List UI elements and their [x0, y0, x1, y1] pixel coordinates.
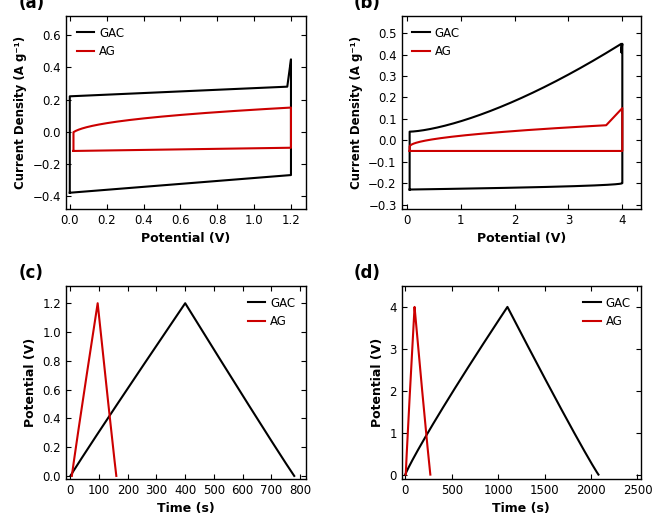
- AG: [72, 442, 80, 448]
- Line: AG: AG: [73, 107, 291, 151]
- GAC: [218, 359, 226, 365]
- AG: [194, 146, 202, 152]
- GAC: [529, 352, 537, 358]
- GAC: [569, 428, 577, 435]
- AG: [406, 148, 414, 154]
- GAC: [107, 410, 115, 417]
- GAC: [414, 447, 422, 453]
- Line: GAC: GAC: [71, 303, 294, 476]
- AG: [196, 110, 204, 117]
- AG: [509, 148, 517, 154]
- X-axis label: Time (s): Time (s): [492, 502, 550, 515]
- GAC: [290, 473, 298, 479]
- Text: (b): (b): [354, 0, 381, 12]
- AG: [69, 148, 77, 154]
- Y-axis label: Potential (V): Potential (V): [24, 338, 37, 427]
- GAC: [67, 473, 75, 479]
- GAC: [618, 40, 626, 47]
- AG: [94, 300, 102, 306]
- AG: [69, 135, 77, 142]
- AG: [424, 447, 432, 453]
- GAC: [600, 51, 608, 57]
- AG: [188, 111, 196, 117]
- Y-axis label: Current Density (A g⁻¹): Current Density (A g⁻¹): [14, 36, 27, 189]
- Legend: GAC, AG: GAC, AG: [243, 292, 300, 333]
- Line: GAC: GAC: [405, 307, 598, 475]
- GAC: [406, 186, 414, 193]
- GAC: [66, 189, 74, 196]
- GAC: [551, 394, 559, 400]
- GAC: [180, 180, 188, 187]
- Y-axis label: Potential (V): Potential (V): [371, 338, 383, 427]
- GAC: [237, 389, 245, 395]
- AG: [410, 304, 418, 310]
- X-axis label: Potential (V): Potential (V): [141, 232, 231, 245]
- GAC: [446, 121, 453, 128]
- GAC: [180, 88, 188, 95]
- GAC: [287, 56, 295, 63]
- GAC: [198, 87, 206, 94]
- Line: GAC: GAC: [70, 60, 291, 193]
- Line: AG: AG: [410, 108, 622, 151]
- AG: [87, 346, 95, 352]
- GAC: [504, 304, 512, 310]
- Legend: GAC, AG: GAC, AG: [578, 292, 635, 333]
- AG: [68, 473, 76, 479]
- GAC: [562, 73, 570, 79]
- X-axis label: Time (s): Time (s): [157, 502, 215, 515]
- AG: [95, 314, 103, 321]
- AG: [109, 446, 117, 453]
- AG: [498, 148, 506, 154]
- GAC: [181, 300, 189, 306]
- AG: [618, 105, 626, 111]
- GAC: [66, 189, 74, 196]
- AG: [427, 148, 435, 154]
- Text: (a): (a): [19, 0, 44, 12]
- GAC: [452, 186, 460, 192]
- AG: [426, 471, 434, 478]
- AG: [402, 471, 410, 478]
- AG: [112, 473, 120, 479]
- GAC: [201, 332, 209, 338]
- GAC: [603, 49, 611, 56]
- GAC: [518, 332, 526, 339]
- Text: (c): (c): [19, 264, 43, 282]
- AG: [403, 440, 411, 446]
- AG: [549, 125, 557, 131]
- Line: AG: AG: [72, 303, 116, 476]
- AG: [408, 347, 416, 354]
- GAC: [401, 471, 409, 478]
- Y-axis label: Current Density (A g⁻¹): Current Density (A g⁻¹): [350, 36, 363, 189]
- Line: AG: AG: [406, 307, 430, 475]
- AG: [406, 148, 414, 154]
- Legend: GAC, AG: GAC, AG: [407, 22, 465, 63]
- GAC: [161, 89, 169, 95]
- GAC: [594, 471, 602, 478]
- Legend: GAC, AG: GAC, AG: [72, 22, 129, 63]
- AG: [98, 121, 106, 127]
- GAC: [406, 186, 414, 193]
- GAC: [171, 316, 178, 322]
- AG: [68, 473, 76, 479]
- AG: [605, 148, 613, 154]
- Text: (d): (d): [354, 264, 381, 282]
- GAC: [116, 186, 124, 192]
- X-axis label: Potential (V): Potential (V): [477, 232, 566, 245]
- GAC: [406, 182, 414, 189]
- AG: [409, 330, 417, 336]
- AG: [69, 148, 77, 154]
- AG: [89, 327, 97, 334]
- AG: [402, 471, 410, 478]
- GAC: [126, 383, 134, 389]
- Line: GAC: GAC: [410, 44, 622, 189]
- GAC: [523, 342, 531, 348]
- AG: [553, 148, 561, 154]
- AG: [287, 104, 295, 111]
- GAC: [243, 176, 251, 182]
- AG: [412, 318, 420, 325]
- AG: [262, 145, 270, 151]
